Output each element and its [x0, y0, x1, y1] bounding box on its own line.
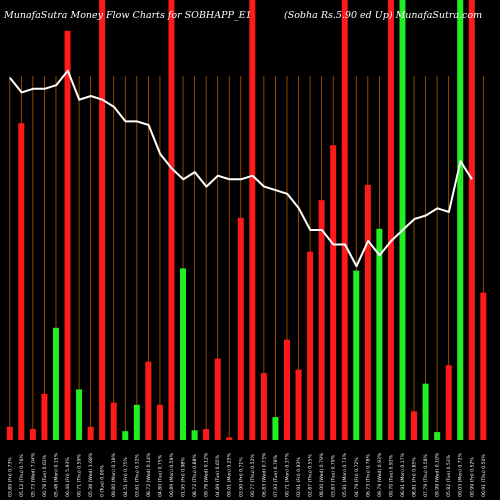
- outflow-bar: [64, 30, 71, 441]
- x-tick-label: 09.70 (Tue) 0.93%: [388, 454, 394, 497]
- x-tick-label: 05.38 (Wed) 3.68%: [88, 452, 94, 497]
- x-tick-label: 09.80 (Mon) 0.19%: [111, 452, 117, 497]
- outflow-bar: [295, 369, 302, 440]
- outflow-bar: [18, 123, 25, 440]
- x-tick-label: 0 (Tue) 0.00%: [100, 464, 106, 497]
- outflow-bar: [364, 184, 371, 440]
- x-tick-label: 09.01 (Mon) 0.25%: [227, 452, 233, 497]
- outflow-bar: [237, 217, 244, 440]
- x-tick-label: 03.89 (Fri) 0.73%: [7, 457, 13, 497]
- x-tick-label: 05.73 (Wed) 7.04%: [30, 452, 36, 497]
- x-tick-label: 04.51 (Fri) 0.75%: [123, 457, 129, 497]
- outflow-bar: [203, 429, 210, 440]
- outflow-bar: [226, 437, 233, 440]
- outflow-bar: [214, 358, 221, 440]
- outflow-bar: [156, 404, 163, 440]
- inflow-bar: [399, 0, 406, 440]
- outflow-bar: [249, 0, 256, 440]
- outflow-bar: [6, 426, 13, 440]
- x-tick-label: 00.71 (Mon) 0.37%: [284, 452, 290, 497]
- x-tick-label: 05.12 (Thu) 0.76%: [19, 453, 25, 497]
- inflow-bar: [457, 0, 464, 440]
- outflow-bar: [330, 145, 337, 440]
- outflow-bar: [307, 251, 314, 440]
- x-tick-label: 02.91 (Fri) 0.93%: [296, 457, 302, 497]
- x-tick-label: 03.61 (Thu) 0.32%: [134, 453, 140, 497]
- x-tick-label: 07.93 (Tue) 0.78%: [273, 454, 279, 497]
- inflow-bar: [376, 228, 383, 440]
- x-tick-label: 04.79 (Fri) 0.72%: [354, 457, 360, 497]
- outflow-bar: [168, 0, 175, 440]
- inflow-bar: [272, 417, 279, 440]
- x-tick-label: 00.46 (Fri) 5.93%: [65, 457, 71, 497]
- outflow-bar: [341, 0, 348, 440]
- outflow-bar: [480, 292, 487, 440]
- x-tick-label: 06.83 (Wed) 0.73%: [261, 452, 267, 497]
- x-tick-label: 08.81 (Fri) 0.85%: [412, 457, 418, 497]
- x-tick-label: 00.78 (Tue) 0.03%: [42, 454, 48, 497]
- x-tick-label: 05.48 (Mon) 0.15%: [53, 452, 59, 497]
- x-tick-label: 09.78 (Wed) 0.12%: [204, 452, 210, 497]
- x-tick-label: 07.79 (Thu) 0.58%: [423, 453, 429, 497]
- chart-header-right: (Sobha Rs.5.90 ed Up) MunafaSutra.com: [284, 10, 482, 21]
- outflow-bar: [110, 402, 117, 440]
- x-tick-label: 04.89 (Tue) 0.65%: [215, 454, 221, 497]
- outflow-bar: [99, 0, 106, 440]
- x-tick-label: 03.90 (Fri) 0.71%: [238, 457, 244, 497]
- bar-series: [6, 0, 487, 441]
- inflow-bar: [52, 327, 59, 440]
- outflow-bar: [260, 373, 267, 440]
- x-tick-label: 06.73 (Thu) 0.78%: [365, 453, 371, 497]
- x-tick-label: 00.77 (Thu) 0.52%: [250, 453, 256, 497]
- inflow-bar: [122, 431, 129, 440]
- outflow-bar: [283, 339, 290, 440]
- inflow-bar: [76, 389, 83, 440]
- outflow-bar: [411, 411, 418, 440]
- line-series: [9, 69, 473, 268]
- x-tick-label: 08.72 (Thu) 0.88%: [192, 453, 198, 497]
- outflow-bar: [29, 429, 36, 440]
- x-tick-label: 03.83 (Tue) 0.79%: [331, 454, 337, 497]
- x-tick-label: 04.80 (Tue) 0.75%: [157, 454, 163, 497]
- outflow-bar: [318, 200, 325, 440]
- outflow-bar: [87, 426, 94, 440]
- outflow-bar: [145, 361, 152, 440]
- inflow-bar: [191, 430, 198, 440]
- chart-header-left: MunafaSutra Money Flow Charts for SOBHAP…: [3, 10, 252, 21]
- x-tick-label: 06.91 (Mon) 0.17%: [400, 452, 406, 497]
- x-tick-label: 08.00 (Wed) 0.79%: [319, 452, 325, 497]
- outflow-bar: [387, 0, 394, 440]
- outflow-bar: [445, 365, 452, 440]
- x-tick-label: 05.82 (Tue) 0.53%: [446, 454, 452, 497]
- x-tick-label: 00.91 (Thu) 0.50%: [481, 453, 487, 497]
- x-tick-label: 09.99 (Wed) 0.10%: [435, 452, 441, 497]
- inflow-bar: [422, 383, 429, 440]
- x-tick-label: 00.89 (Mon) 0.59%: [169, 452, 175, 497]
- x-tick-labels: 03.89 (Fri) 0.73% 05.12 (Thu) 0.76% 05.73 …: [7, 452, 487, 497]
- x-tick-label: 00.99 (Fri) 0.52%: [469, 457, 475, 497]
- x-tick-label: 02.87 (Thu) 0.55%: [308, 453, 314, 497]
- x-tick-label: 01.95 (Fri) 0.98%: [181, 457, 187, 497]
- x-tick-label: 05.81 (Mon) 0.73%: [342, 452, 348, 497]
- inflow-bar: [180, 268, 187, 440]
- inflow-bar: [353, 270, 360, 440]
- x-tick-label: 00.71 (Thu) 0.59%: [77, 453, 83, 497]
- x-tick-label: 09.79 (Wed) 0.93%: [377, 452, 383, 497]
- inflow-bar: [133, 404, 140, 440]
- x-tick-label: 00.03 (Mon) 0.72%: [458, 452, 464, 497]
- inflow-bar: [434, 432, 441, 440]
- outflow-bar: [468, 0, 475, 440]
- outflow-bar: [41, 393, 48, 440]
- x-tick-label: 08.72 (Wed) 0.14%: [146, 452, 152, 497]
